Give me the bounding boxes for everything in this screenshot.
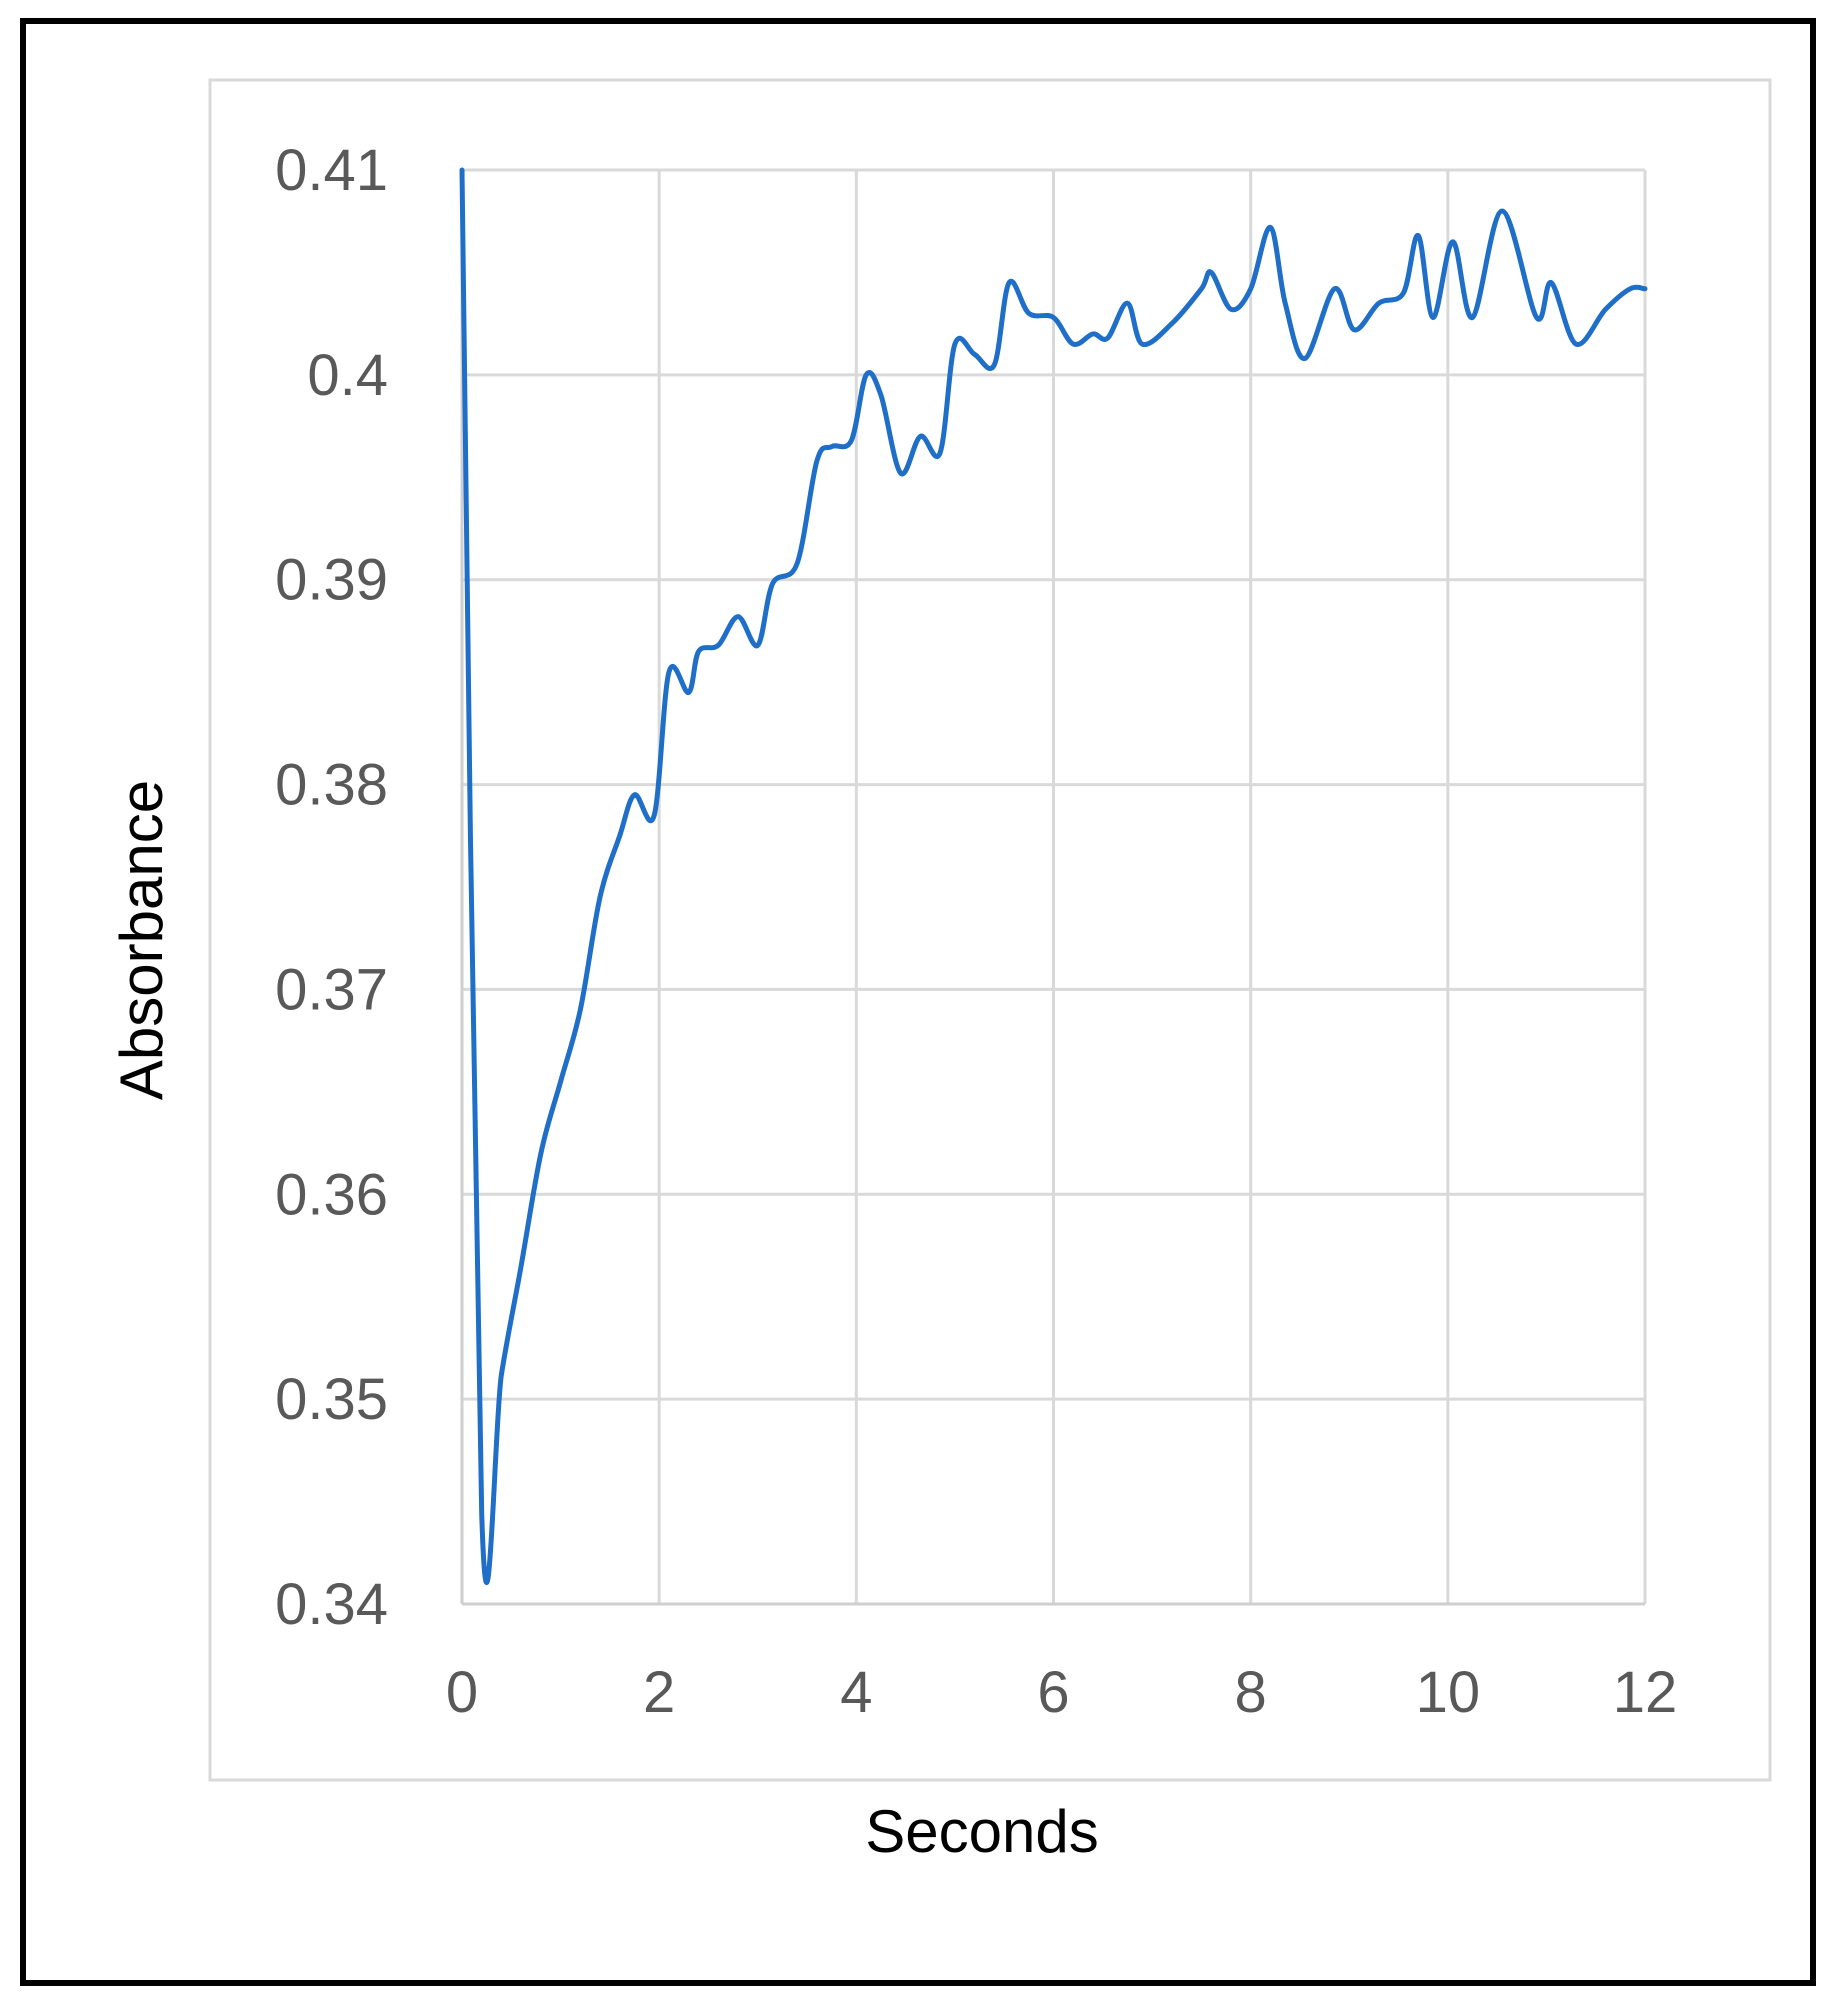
figure-frame: [20, 18, 1816, 1986]
vertical-gridlines: [460, 170, 1647, 1604]
y-tick-label: 0.35: [275, 1367, 388, 1432]
y-tick-labels: 0.34 0.35 0.36 0.37 0.38 0.39 0.4 0.41: [275, 138, 388, 1637]
y-tick-label: 0.41: [275, 138, 388, 203]
x-tick-label: 2: [643, 1660, 675, 1725]
y-tick-label: 0.37: [275, 957, 388, 1022]
x-tick-label: 10: [1416, 1660, 1481, 1725]
chart-area: [208, 78, 1772, 1782]
x-tick-label: 12: [1613, 1660, 1678, 1725]
x-axis-title: Seconds: [865, 1798, 1099, 1865]
x-tick-label: 6: [1037, 1660, 1069, 1725]
y-tick-label: 0.36: [275, 1162, 388, 1227]
y-tick-label: 0.39: [275, 548, 388, 613]
y-tick-label: 0.34: [275, 1572, 388, 1637]
y-tick-label: 0.4: [307, 343, 388, 408]
axes: [460, 170, 1645, 1606]
x-tick-labels: 0 2 4 6 8 10 12: [446, 1660, 1677, 1725]
x-tick-label: 4: [840, 1660, 872, 1725]
x-tick-label: 8: [1235, 1660, 1267, 1725]
series-layer: [459, 167, 1648, 1586]
y-tick-label: 0.38: [275, 753, 388, 818]
y-axis-title: Absorbance: [108, 780, 175, 1100]
x-tick-label: 0: [446, 1660, 478, 1725]
absorbance-series-line: [459, 167, 1648, 1586]
